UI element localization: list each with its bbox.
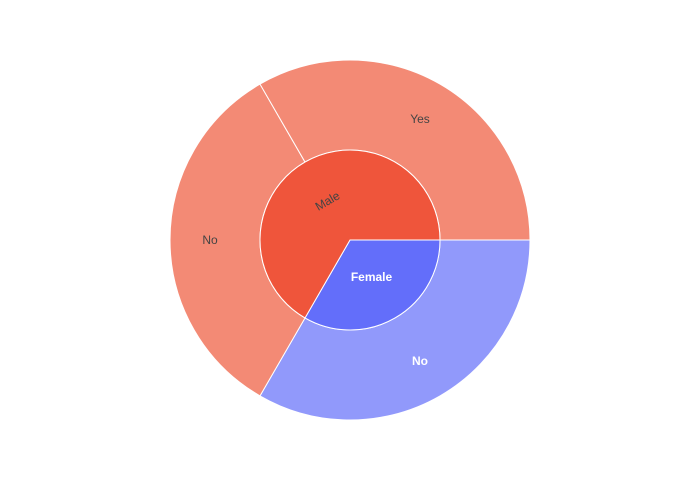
inner-ring xyxy=(259,149,441,331)
label-male-yes: Yes xyxy=(410,112,430,126)
outer-ring xyxy=(169,59,531,421)
label-female: Female xyxy=(351,270,393,284)
label-female-no: No xyxy=(412,354,428,368)
segment-male[interactable] xyxy=(259,149,441,319)
segment-female[interactable] xyxy=(304,239,441,331)
label-male-no: No xyxy=(202,233,218,247)
